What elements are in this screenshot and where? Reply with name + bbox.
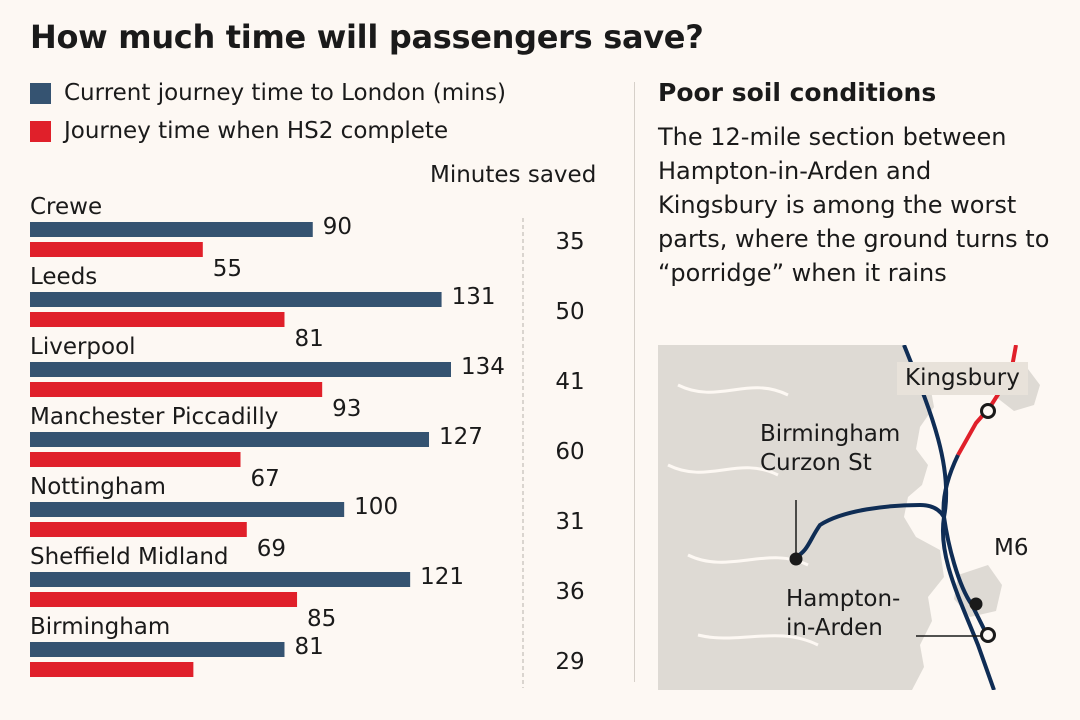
minutes-saved-sheffield-midland: 36 bbox=[555, 579, 584, 605]
minutes-saved-manchester-piccadilly: 60 bbox=[555, 439, 584, 465]
bar-hs2-manchester-piccadilly bbox=[30, 452, 241, 467]
bar-current-birmingham bbox=[30, 642, 285, 657]
legend-item-hs2: Journey time when HS2 complete bbox=[30, 116, 448, 146]
minutes-saved-liverpool: 41 bbox=[555, 369, 584, 395]
kingsbury-station-marker bbox=[980, 403, 996, 419]
category-label-birmingham: Birmingham bbox=[30, 614, 170, 640]
bar-current-manchester-piccadilly bbox=[30, 432, 430, 447]
value-label-current-liverpool: 134 bbox=[461, 354, 505, 380]
value-label-current-sheffield-midland: 121 bbox=[420, 564, 464, 590]
value-label-hs2-manchester-piccadilly: 67 bbox=[251, 466, 280, 492]
bar-hs2-leeds bbox=[30, 312, 285, 327]
value-label-hs2-leeds: 81 bbox=[294, 326, 323, 352]
map-label-curzon: Birmingham Curzon St bbox=[760, 421, 901, 476]
value-label-current-birmingham: 81 bbox=[294, 634, 323, 660]
bar-current-crewe bbox=[30, 222, 313, 237]
bar-current-nottingham bbox=[30, 502, 345, 517]
bar-chart: Crewe 90 55 35 Leeds 131 81 50 Liverpool 134 93 41 M… bbox=[30, 194, 585, 688]
side-heading: Poor soil conditions bbox=[658, 78, 937, 107]
urban-area-southeast bbox=[954, 565, 1002, 617]
minutes-saved-birmingham: 29 bbox=[555, 649, 584, 675]
value-label-current-leeds: 131 bbox=[452, 284, 496, 310]
route-map bbox=[658, 345, 1040, 690]
map-label-m6: M6 bbox=[994, 535, 1029, 561]
category-label-liverpool: Liverpool bbox=[30, 334, 136, 360]
value-label-hs2-sheffield-midland: 85 bbox=[307, 606, 336, 632]
legend-item-current: Current journey time to London (mins) bbox=[30, 78, 506, 108]
chart-title: How much time will passengers save? bbox=[30, 18, 704, 56]
value-label-hs2-crewe: 55 bbox=[213, 256, 242, 282]
minor-rivers bbox=[667, 383, 819, 647]
map-label-kingsbury: Kingsbury bbox=[897, 362, 1028, 395]
minutes-saved-header: Minutes saved bbox=[430, 162, 597, 188]
category-label-nottingham: Nottingham bbox=[30, 474, 166, 500]
curzon-station-marker bbox=[789, 552, 803, 566]
hampton-station-marker bbox=[980, 627, 996, 643]
category-label-sheffield-midland: Sheffield Midland bbox=[30, 544, 229, 570]
value-label-hs2-nottingham: 69 bbox=[257, 536, 286, 562]
bar-current-sheffield-midland bbox=[30, 572, 411, 587]
interchange-station-marker bbox=[969, 597, 983, 611]
value-label-hs2-liverpool: 93 bbox=[332, 396, 361, 422]
bar-current-liverpool bbox=[30, 362, 451, 377]
hs2-branch-line bbox=[794, 502, 946, 559]
map-label-hampton: Hampton- in-Arden bbox=[786, 586, 901, 641]
side-body-text: The 12-mile section between Hampton-in-A… bbox=[658, 123, 1050, 287]
category-label-leeds: Leeds bbox=[30, 264, 97, 290]
hs2-line-south bbox=[941, 454, 990, 638]
bar-hs2-crewe bbox=[30, 242, 203, 257]
legend-label-current: Current journey time to London (mins) bbox=[64, 80, 507, 106]
column-divider bbox=[634, 82, 635, 682]
legend-swatch-current bbox=[30, 82, 51, 104]
legend-label-hs2: Journey time when HS2 complete bbox=[64, 118, 449, 144]
category-label-manchester-piccadilly: Manchester Piccadilly bbox=[30, 404, 278, 430]
minutes-saved-nottingham: 31 bbox=[555, 509, 584, 535]
value-label-current-manchester-piccadilly: 127 bbox=[439, 424, 483, 450]
legend-swatch-hs2 bbox=[30, 120, 51, 142]
bar-hs2-nottingham bbox=[30, 522, 247, 537]
minutes-saved-leeds: 50 bbox=[555, 299, 584, 325]
category-label-crewe: Crewe bbox=[30, 194, 102, 220]
bar-hs2-sheffield-midland bbox=[30, 592, 298, 607]
urban-area-birmingham bbox=[658, 345, 944, 690]
bar-hs2-liverpool bbox=[30, 382, 323, 397]
bar-current-leeds bbox=[30, 292, 442, 307]
value-label-current-crewe: 90 bbox=[323, 214, 352, 240]
value-label-current-nottingham: 100 bbox=[354, 494, 398, 520]
bar-hs2-birmingham bbox=[30, 662, 194, 677]
minutes-saved-crewe: 35 bbox=[555, 229, 584, 255]
